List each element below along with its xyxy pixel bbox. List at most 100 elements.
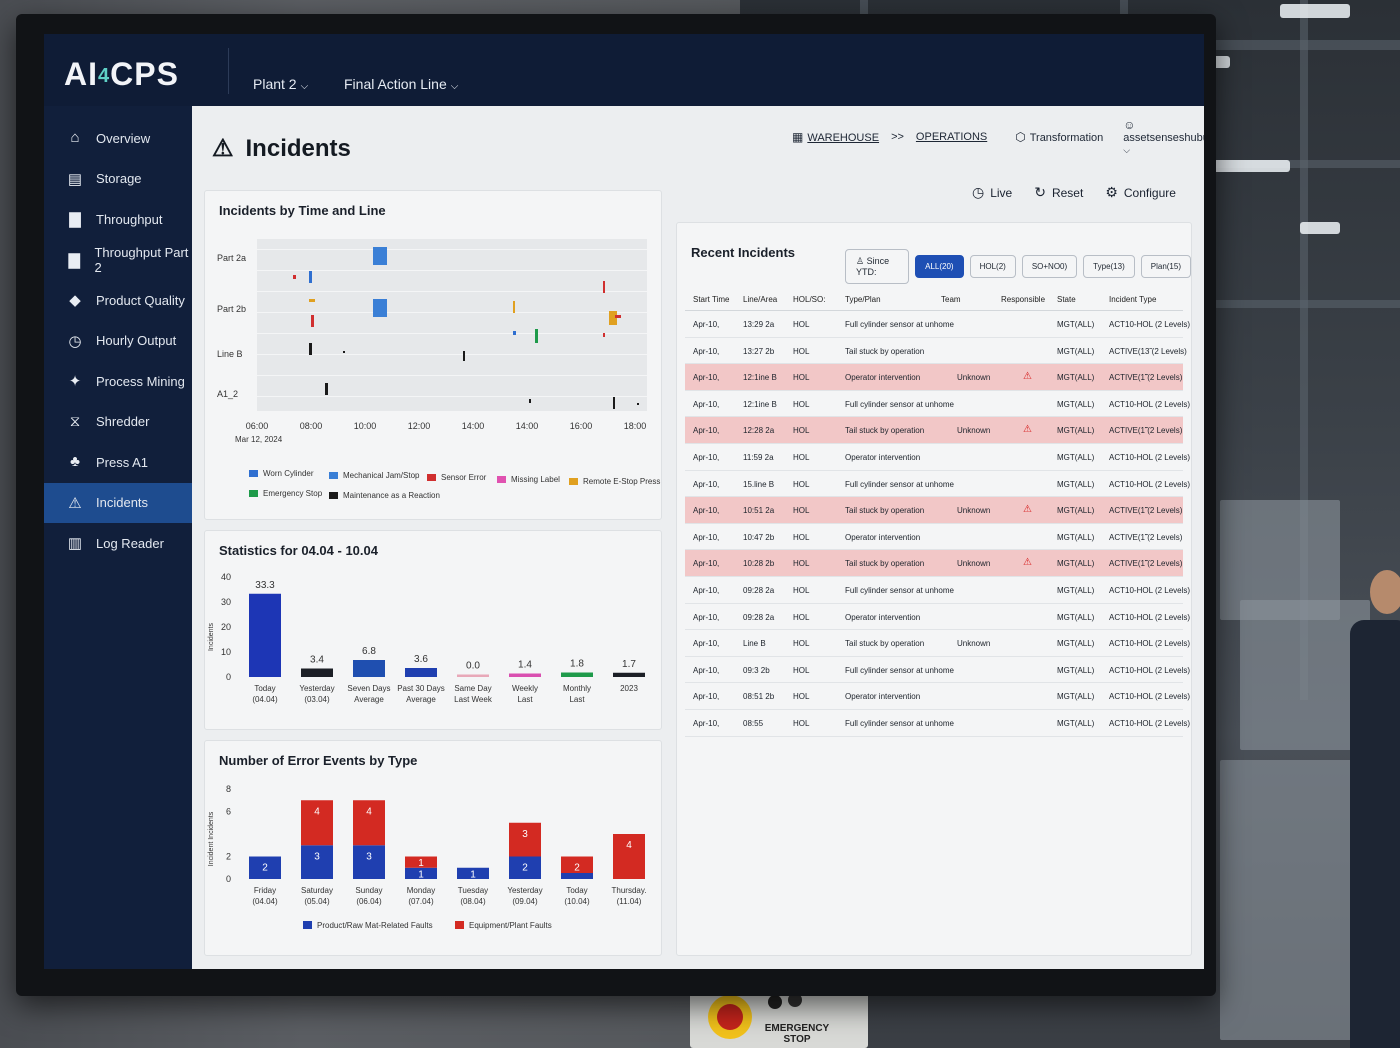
timeline-event-mark[interactable] <box>309 271 312 283</box>
filter-chip[interactable]: Plan(15) <box>1140 255 1191 278</box>
sidebar-item-incidents[interactable]: ⚠ Incidents <box>44 482 192 523</box>
person-icon: ♙ <box>856 256 865 266</box>
stats-bar[interactable] <box>509 673 541 678</box>
timeline-event-mark[interactable] <box>603 281 605 293</box>
since-ytd-filter[interactable]: ♙ Since YTD: <box>845 249 910 284</box>
table-row[interactable]: Apr-10, 12:1ine B HOL Operator intervention… <box>685 364 1183 391</box>
table-row[interactable]: Apr-10, 09:28 2a HOL Operator intervention M… <box>685 604 1190 631</box>
stats-bar[interactable] <box>249 593 281 677</box>
errors-bar-segment[interactable] <box>249 856 281 880</box>
column-header[interactable]: Type/Plan <box>845 295 881 304</box>
breadcrumb-warehouse[interactable]: WAREHOUSE <box>807 132 880 144</box>
sidebar-item-hourly-output[interactable]: ◷ Hourly Output <box>44 321 192 361</box>
timeline-event-mark[interactable] <box>293 275 296 279</box>
errors-bar-segment[interactable] <box>301 800 333 846</box>
table-row[interactable]: Apr-10, 12:28 2a HOL Tail stuck by operatio… <box>685 417 1183 444</box>
cell-date: Apr-10, <box>693 373 720 383</box>
configure-button[interactable]: ⚙ Configure <box>1105 184 1176 200</box>
table-row[interactable]: Apr-10, 09:3 2b HOL Full cylinder sensor at… <box>685 657 1190 684</box>
errors-bar-segment[interactable] <box>405 867 437 879</box>
timeline-event-mark[interactable] <box>343 351 345 353</box>
gear-icon: ⚙ <box>1105 184 1118 200</box>
timeline-event-mark[interactable] <box>615 315 621 318</box>
sidebar-item-storage[interactable]: ▤ Storage <box>44 159 192 199</box>
stats-bar[interactable] <box>561 672 593 678</box>
errors-bar-label: 3 <box>366 851 372 862</box>
table-row[interactable]: Apr-10, 11:59 2a HOL Operator intervention M… <box>685 444 1190 471</box>
filter-chip[interactable]: SO+NO0) <box>1021 255 1078 278</box>
transformation-link[interactable]: ⬡ Transformation <box>1015 130 1104 144</box>
timeline-event-mark[interactable] <box>325 383 328 395</box>
table-row[interactable]: Apr-10, 10:28 2b HOL Tail stuck by operatio… <box>685 550 1183 577</box>
errors-bar-segment[interactable] <box>353 800 385 846</box>
timeline-event-mark[interactable] <box>637 403 639 405</box>
column-header[interactable]: HOL/SO: <box>793 295 826 304</box>
timeline-event-mark[interactable] <box>309 299 315 302</box>
timeline-event-mark[interactable] <box>513 331 516 335</box>
table-row[interactable]: Apr-10, 08:51 2b HOL Operator intervention M… <box>685 683 1190 710</box>
timeline-event-mark[interactable] <box>373 247 387 265</box>
sidebar-item-process-mining[interactable]: ✦ Process Mining <box>44 361 192 401</box>
stats-bar[interactable] <box>353 660 385 677</box>
alert-triangle-icon: ⚠ <box>1023 424 1032 436</box>
reset-button[interactable]: ↻ Reset <box>1034 184 1084 200</box>
column-header[interactable]: Team <box>941 295 961 304</box>
filter-chip[interactable]: Type(13) <box>1083 255 1135 278</box>
column-header[interactable]: Incident Type <box>1109 295 1157 304</box>
table-row[interactable]: Apr-10, 08:55 HOL Full cylinder sensor at u… <box>685 710 1190 737</box>
timeline-event-mark[interactable] <box>513 301 515 313</box>
table-row[interactable]: Apr-10, Line B HOL Tail stuck by operation U… <box>685 630 1190 657</box>
plant-select[interactable]: Plant 2 ⌵ <box>253 76 309 92</box>
column-header[interactable]: State <box>1057 295 1076 304</box>
table-row[interactable]: Apr-10, 12:1ine B HOL Full cylinder sensor … <box>685 391 1190 418</box>
table-row[interactable]: Apr-10, 13:27 2b HOL Tail stuck by operatio… <box>685 338 1187 365</box>
sidebar-item-log-reader[interactable]: ▥ Log Reader <box>44 523 192 563</box>
errors-bar-segment[interactable] <box>301 845 333 879</box>
column-header[interactable]: Responsible <box>1001 295 1046 304</box>
stats-bar[interactable] <box>301 668 333 678</box>
cell-type: Operator intervention <box>845 532 921 542</box>
table-row[interactable]: Apr-10, 09:28 2a HOL Full cylinder sensor a… <box>685 577 1190 604</box>
errors-bar-segment[interactable] <box>457 867 489 879</box>
errors-bar-segment[interactable] <box>353 845 385 879</box>
sidebar-item-throughput[interactable]: ▇ Throughput <box>44 199 192 239</box>
timeline-event-mark[interactable] <box>373 299 387 317</box>
timeline-event-mark[interactable] <box>309 343 312 355</box>
errors-bar-segment[interactable] <box>509 822 541 857</box>
timeline-event-mark[interactable] <box>535 329 538 343</box>
sidebar-item-label: Hourly Output <box>96 333 177 348</box>
stats-bar[interactable] <box>613 672 645 677</box>
press-icon: ♣ <box>70 453 80 470</box>
breadcrumb-operations[interactable]: OPERATIONS <box>915 131 988 143</box>
timeline-row-label: Part 2b <box>217 304 247 314</box>
column-header[interactable]: Line/Area <box>743 295 778 304</box>
errors-bar-segment[interactable] <box>509 856 541 880</box>
errors-bar-segment[interactable] <box>405 856 437 868</box>
sidebar-item-press-a1[interactable]: ♣ Press A1 <box>44 442 192 482</box>
live-button[interactable]: ◷ Live <box>972 184 1013 200</box>
stats-x-tick: (03.04) <box>304 695 330 704</box>
line-select[interactable]: Final Action Line ⌵ <box>344 76 459 92</box>
stats-bar[interactable] <box>405 668 437 677</box>
table-row[interactable]: Apr-10, 15.line B HOL Full cylinder sensor … <box>685 471 1190 498</box>
stats-bar[interactable] <box>457 674 489 678</box>
column-header[interactable]: Start Time <box>693 295 730 304</box>
sidebar-item-overview[interactable]: ⌂ Overview <box>44 118 192 158</box>
timeline-event-mark[interactable] <box>603 333 605 337</box>
table-row[interactable]: Apr-10, 13:29 2a HOL Full cylinder sensor a… <box>685 311 1190 338</box>
filter-chip[interactable]: HOL(2) <box>969 255 1016 278</box>
errors-bar-segment[interactable] <box>613 834 645 879</box>
table-row[interactable]: Apr-10, 10:47 2b HOL Operator intervention M… <box>685 524 1183 551</box>
sidebar-item-product-quality[interactable]: ◆ Product Quality <box>44 280 192 320</box>
timeline-event-mark[interactable] <box>463 351 465 361</box>
timeline-event-mark[interactable] <box>529 399 531 403</box>
filter-chip[interactable]: ALL(20) <box>915 255 964 278</box>
sidebar-item-throughput-part-2[interactable]: ▇ Throughput Part 2 <box>44 240 192 280</box>
timeline-event-mark[interactable] <box>609 311 617 325</box>
table-row[interactable]: Apr-10, 10:51 2a HOL Tail stuck by operatio… <box>685 497 1183 524</box>
timeline-event-mark[interactable] <box>311 315 314 327</box>
sidebar-item-shredder[interactable]: ⧖ Shredder <box>44 402 192 442</box>
user-menu[interactable]: ☺assetsenseshubuser ⌵ <box>1123 118 1204 155</box>
emergency-stop-button[interactable] <box>708 995 752 1039</box>
timeline-event-mark[interactable] <box>613 397 615 409</box>
